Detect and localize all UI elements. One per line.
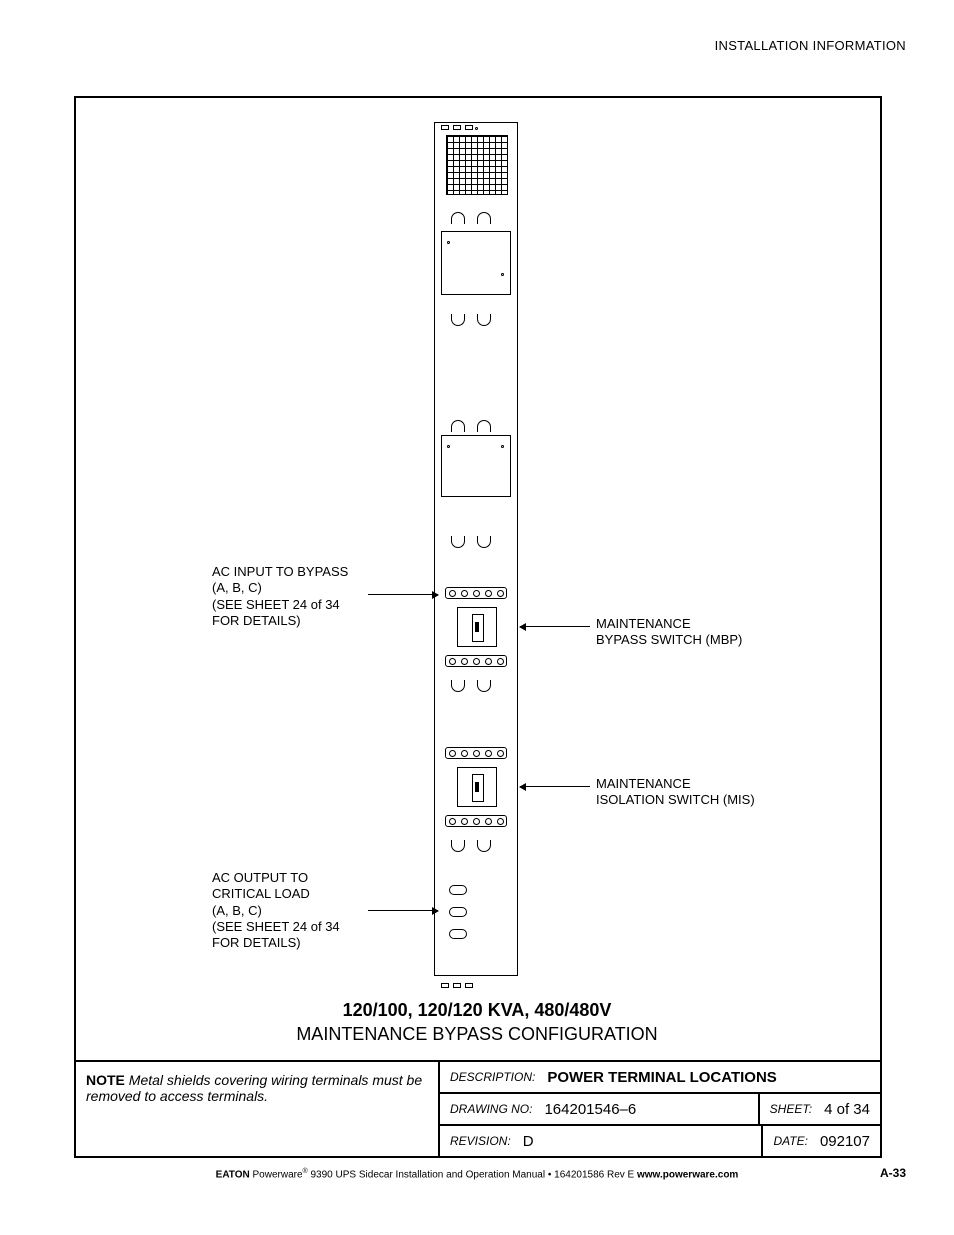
footer-url: www.powerware.com [637, 1169, 738, 1180]
title-block: DESCRIPTION: POWER TERMINAL LOCATIONS DR… [440, 1060, 882, 1158]
footer-tail: 9390 UPS Sidecar Installation and Operat… [311, 1169, 638, 1180]
callout-line: BYPASS SWITCH (MBP) [596, 632, 742, 648]
page-footer: EATON Powerware® 9390 UPS Sidecar Instal… [74, 1166, 906, 1180]
revision-value: D [517, 1133, 762, 1150]
callout-line: MAINTENANCE [596, 616, 742, 632]
leader-line [520, 626, 590, 627]
drawing-no-value: 164201546–6 [538, 1101, 757, 1118]
leader-line [368, 910, 438, 911]
callout-mis: MAINTENANCE ISOLATION SWITCH (MIS) [596, 776, 755, 809]
description-label: DESCRIPTION: [440, 1070, 541, 1084]
cabinet-outline [434, 122, 518, 976]
callout-mbp: MAINTENANCE BYPASS SWITCH (MBP) [596, 616, 742, 649]
figure-title-line1: 120/100, 120/120 KVA, 480/480V [0, 1000, 954, 1021]
date-label: DATE: [763, 1134, 813, 1148]
callout-line: AC INPUT TO BYPASS [212, 564, 412, 580]
callout-line: MAINTENANCE [596, 776, 755, 792]
callout-line: CRITICAL LOAD [212, 886, 412, 902]
figure-title-line2: MAINTENANCE BYPASS CONFIGURATION [0, 1024, 954, 1045]
callout-line: (SEE SHEET 24 of 34 [212, 597, 412, 613]
sheet-value: 4 of 34 [818, 1101, 882, 1118]
section-header: INSTALLATION INFORMATION [715, 38, 906, 53]
leader-line [520, 786, 590, 787]
callout-line: ISOLATION SWITCH (MIS) [596, 792, 755, 808]
note-block: NOTE Metal shields covering wiring termi… [74, 1060, 440, 1158]
date-value: 092107 [814, 1133, 882, 1150]
callout-line: AC OUTPUT TO [212, 870, 412, 886]
description-value: POWER TERMINAL LOCATIONS [541, 1069, 776, 1086]
footer-product: Powerware [253, 1169, 303, 1180]
callout-line: (SEE SHEET 24 of 34 [212, 919, 412, 935]
callout-line: FOR DETAILS) [212, 935, 412, 951]
note-label: NOTE [86, 1072, 125, 1088]
callout-line: FOR DETAILS) [212, 613, 412, 629]
callout-ac-input: AC INPUT TO BYPASS (A, B, C) (SEE SHEET … [212, 564, 412, 629]
page-number: A-33 [880, 1166, 906, 1180]
footer-brand: EATON [216, 1169, 250, 1180]
note-text: Metal shields covering wiring terminals … [86, 1072, 422, 1104]
drawing-no-label: DRAWING NO: [440, 1102, 538, 1116]
sheet-label: SHEET: [760, 1102, 818, 1116]
revision-label: REVISION: [440, 1134, 517, 1148]
leader-line [368, 594, 438, 595]
